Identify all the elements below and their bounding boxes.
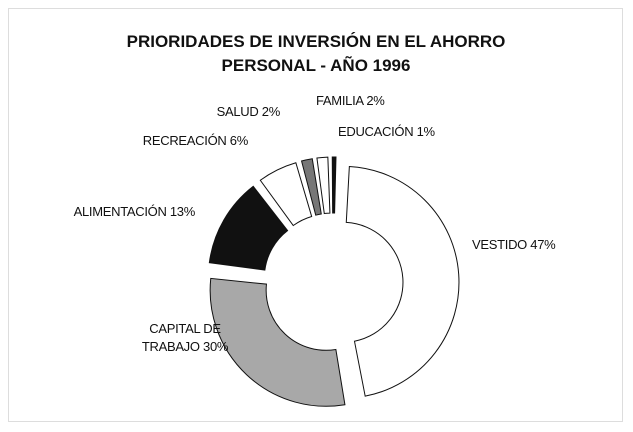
slice-name: ALIMENTACIÓN [73,204,167,219]
slice-value: 13% [169,204,195,219]
slice-label: FAMILIA 2% [316,93,385,108]
chart-frame [8,8,623,422]
donut-slice [331,156,337,214]
donut-slice [208,185,289,271]
slice-label: SALUD 2% [216,104,281,119]
donut-slice [316,156,331,215]
slice-label: EDUCACIÓN 1% [338,124,435,139]
donut-slice [209,277,346,407]
slice-value: 1% [416,124,436,139]
slice-value: 47% [530,237,556,252]
slice-value: 30% [203,339,229,354]
slice-name: EDUCACIÓN [338,124,414,139]
slice-name: FAMILIA [316,93,364,108]
donut-slice [259,162,313,227]
slice-label: VESTIDO 47% [472,237,556,252]
chart-title: PRIORIDADES DE INVERSIÓN EN EL AHORRO PE… [126,32,506,75]
slice-label: ALIMENTACIÓN 13% [73,204,196,219]
slice-name: RECREACIÓN [142,133,227,148]
slice-label: CAPITAL DE TRABAJO 30% [130,320,240,356]
slice-name: SALUD [216,104,259,119]
slice-value: 2% [366,93,385,108]
slice-value: 2% [261,104,281,119]
slice-label: RECREACIÓN 6% [142,133,249,148]
slice-name: VESTIDO [472,237,527,252]
donut-slice [300,158,322,216]
slice-value: 6% [229,133,249,148]
donut-slice [345,165,460,397]
slice-name: CAPITAL DE TRABAJO [141,321,221,354]
